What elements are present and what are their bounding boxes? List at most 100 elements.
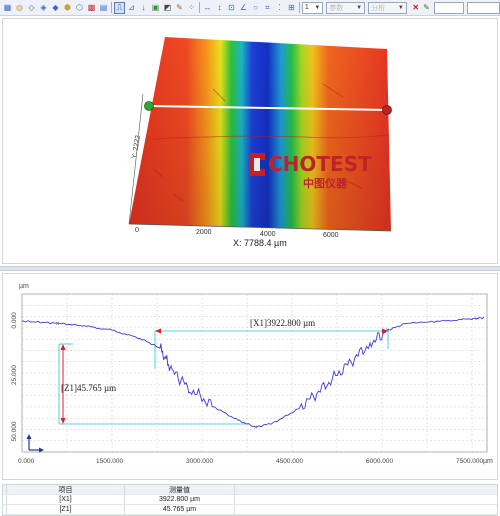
fill-icon-glyph: ◩ [163,2,172,12]
cube-side-icon[interactable]: ◆ [50,2,61,14]
dots-icon-glyph: ⁚ [278,2,281,12]
cube-front-icon-glyph: ◇ [28,2,35,12]
x-tick-label: 0.000 [18,458,35,465]
cube-iso-icon[interactable]: ⬢ [62,2,73,14]
table-cell-empty [235,505,497,514]
chevron-down-icon: ▼ [314,4,321,11]
chevron-down-icon: ▼ [356,4,363,11]
table-cell-value: 3922.800 µm [125,495,235,504]
mesh-icon[interactable]: ⌗ [262,2,273,14]
pin-icon[interactable]: ↓ [138,2,149,14]
z1-bottom-arrow [60,418,66,424]
layout-icon[interactable]: ▦ [2,2,13,14]
x1-annotation: [X1]3922.800 µm [250,318,315,328]
profile-select-value: 1 [304,4,309,11]
x-tick-label: 4000 [260,231,276,238]
profile-chart-panel[interactable]: µm µm 50.000 25.000 0.000 0.000 1500.000 300… [2,273,498,480]
dots-icon[interactable]: ⁚ [274,2,285,14]
export-glyph: ✎ [423,2,430,12]
table-row-marker [3,505,7,514]
vertical-distance-icon[interactable]: ↕ [214,2,225,14]
circle-icon-glyph: ○ [253,2,258,12]
x-tick-label: 2000 [196,229,212,236]
circle-icon[interactable]: ○ [250,2,261,14]
close-icon[interactable]: ✕ [411,2,421,14]
image-icon[interactable]: ▣ [150,2,161,14]
toolbar-separator [199,2,200,13]
cube-rotate-icon[interactable]: ⬡ [74,2,85,14]
table-row-marker [3,495,7,504]
profile-series-line [21,317,485,428]
angle-icon[interactable]: ∠ [238,2,249,14]
x1-right-arrow [382,328,388,334]
x-tick-label: 1500.000 [96,458,123,465]
table-header-row: 项目 测量值 [3,485,497,495]
parameter-select-value: 参数 [329,4,344,12]
angle-icon-glyph: ∠ [239,2,248,12]
value-input-1[interactable] [434,1,464,14]
cube-side-icon-glyph: ◆ [52,2,59,12]
table-row[interactable]: [X1] 3922.800 µm [3,495,497,505]
grid-icon[interactable]: ⊞ [286,2,297,14]
cube-top-icon-glyph: ◈ [40,2,47,12]
measurement-point[interactable]: × [56,321,60,328]
profile-line-icon[interactable]: ⎍ [114,1,125,14]
x-tick-label: 6000 [323,232,339,239]
table-row[interactable]: [Z1] 45.765 µm [3,505,497,515]
value-input-2[interactable] [466,1,500,14]
cube-front-icon[interactable]: ◇ [26,2,37,14]
cube-top-icon[interactable]: ◈ [38,2,49,14]
profile-select[interactable]: 1 ▼ [301,1,324,14]
x-axis-ticks: 0 2000 4000 6000 [135,227,339,239]
layout-icon-glyph: ▦ [3,2,12,12]
slope-icon[interactable]: ⊿ [126,2,137,14]
panel-splitter[interactable] [0,266,500,271]
select-region-icon[interactable]: ⊡ [226,2,237,14]
list-icon[interactable]: ▤ [98,2,109,14]
toolbar-separator [299,2,300,13]
select-region-icon-glyph: ⊡ [228,2,235,12]
parameter-select[interactable]: 参数 ▼ [326,1,366,14]
surface-marks [152,83,364,202]
fill-icon[interactable]: ◩ [162,2,173,14]
measurement-guides: [X1]3922.800 µm [Z1]45.765 µm [58,318,389,425]
chotest-logo: CHOTEST 中图仪器 [249,152,372,190]
grid-red-icon[interactable]: ▩ [86,2,97,14]
column-header-item[interactable]: 项目 [7,485,125,494]
point-icon[interactable]: ⁘ [186,2,197,14]
horizontal-distance-icon[interactable]: ↔ [202,2,213,14]
export-icon[interactable]: ✎ [422,2,432,14]
column-header-empty [235,485,497,494]
palette-icon-glyph: ◍ [16,2,23,12]
toolbar-icons: ▦ ◍ ◇ ◈ ◆ ⬢ ⬡ ▩ ▤ ⎍ ⊿ ↓ ▣ ◩ ✎ ⁘ ↔ ↕ ⊡ ∠ ○ ⌗ ⁚ ⊞ [2,1,297,14]
y-axis-line [128,93,144,225]
profile-start-marker[interactable] [144,101,154,111]
table-cell-item: [Z1] [7,505,125,514]
logo-text: CHOTEST [268,152,372,176]
measurement-point[interactable]: × [254,425,258,432]
image-icon-glyph: ▣ [151,2,160,12]
z1-top-arrow [60,344,66,350]
profile-section-line [148,105,388,111]
palette-icon[interactable]: ◍ [14,2,25,14]
analysis-select[interactable]: 分析 ▼ [368,1,407,14]
brush-icon-glyph: ✎ [176,2,183,12]
surface-3d-svg: CHOTEST 中图仪器 0 2000 4000 6000 X: 7788.4 … [128,37,392,248]
toolbar: ▦ ◍ ◇ ◈ ◆ ⬢ ⬡ ▩ ▤ ⎍ ⊿ ↓ ▣ ◩ ✎ ⁘ ↔ ↕ ⊡ ∠ ○ ⌗ ⁚ ⊞ 1 ▼ 参数 ▼ 分析 ▼ ✕… [0,0,500,16]
list-icon-glyph: ▤ [99,2,108,12]
measurement-table: 项目 测量值 [X1] 3922.800 µm [Z1] 45.765 µm [2,484,498,516]
cube-rotate-icon-glyph: ⬡ [76,2,83,12]
brush-icon[interactable]: ✎ [174,2,185,14]
cube-iso-icon-glyph: ⬢ [64,2,71,12]
profile-points: × × × [56,321,390,432]
x-tick-label: 4500.000 [276,458,303,465]
surface-shading [129,37,391,231]
y-ticks: 50.000 25.000 0.000 [11,312,18,442]
x-tick-label: 6000.000 [366,458,393,465]
column-header-value[interactable]: 测量值 [125,485,235,494]
measurement-point[interactable]: × [386,328,390,335]
profile-end-marker[interactable] [382,105,392,115]
profile-line-icon-glyph: ⎍ [116,2,123,12]
surface-3d-view[interactable]: CHOTEST 中图仪器 0 2000 4000 6000 X: 7788.4 … [2,18,498,264]
y-tick-label: 50.000 [11,421,18,441]
